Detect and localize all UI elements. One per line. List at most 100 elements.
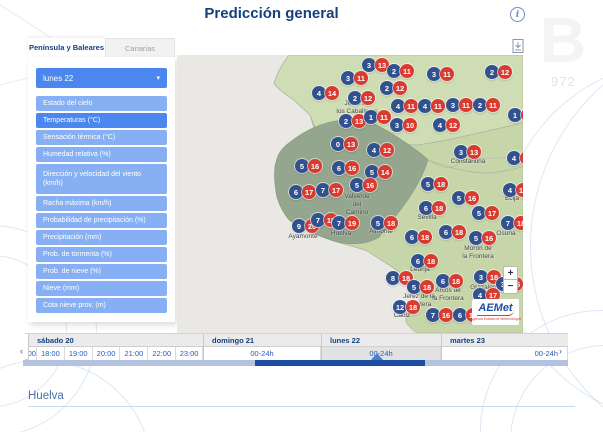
temp-marker[interactable]: 5 14 <box>365 165 392 179</box>
timeline-hour-cell[interactable]: 22:00 <box>148 347 177 360</box>
temp-marker[interactable]: 6 16 <box>332 161 359 175</box>
temp-marker[interactable]: 5 18 <box>371 216 398 230</box>
temp-marker[interactable]: 3 11 <box>427 67 454 81</box>
temp-marker[interactable]: 3 13 <box>362 58 389 72</box>
temp-marker[interactable]: 2 12 <box>485 65 512 79</box>
chevron-down-icon: ▾ <box>156 75 160 82</box>
temp-marker[interactable]: 718 <box>501 216 523 230</box>
menu-item-8[interactable]: Prob. de tormenta (%) <box>36 247 167 262</box>
min-temp: 3 <box>427 67 441 81</box>
min-temp: 5 <box>371 216 385 230</box>
timeline-hour-cell[interactable]: 19:00 <box>64 347 93 360</box>
timeline-hour-cell[interactable]: 23:00 <box>176 347 204 360</box>
max-temp: 12 <box>521 108 523 122</box>
temp-marker[interactable]: 3 13 <box>454 145 481 159</box>
menu-item-6[interactable]: Probabilidad de precipitación (%) <box>36 213 167 228</box>
menu-item-10[interactable]: Nieve (mm) <box>36 281 167 296</box>
temp-marker[interactable]: 7 19 <box>332 216 359 230</box>
temp-marker[interactable]: 3 18 <box>474 270 501 284</box>
min-temp: 7 <box>332 216 346 230</box>
forecast-map[interactable]: Jerez de los CaballerosConstantinaÉcijaO… <box>177 55 523 333</box>
menu-item-4[interactable]: Dirección y velocidad del viento (km/h) <box>36 164 167 194</box>
timeline-day-label: lunes 22 <box>322 334 441 347</box>
menu-item-2[interactable]: Sensación térmica (°C) <box>36 130 167 145</box>
timeline-day-column: martes 23 00-24h <box>441 334 568 360</box>
temp-marker[interactable]: 7 16 <box>426 308 453 322</box>
info-icon[interactable]: i <box>510 7 525 22</box>
min-temp: 6 <box>405 230 419 244</box>
temp-marker[interactable]: 5 18 <box>407 280 434 294</box>
temp-marker[interactable]: 416 <box>503 183 523 197</box>
temp-marker[interactable]: 1 11 <box>364 110 391 124</box>
temp-marker[interactable]: 5 16 <box>469 231 496 245</box>
timeline-hour-cell[interactable]: 18:00 <box>36 347 65 360</box>
timeline-hour-cell[interactable]: 20:00 <box>92 347 121 360</box>
max-temp: 13 <box>375 58 389 72</box>
min-temp: 5 <box>421 177 435 191</box>
min-temp: 4 <box>433 118 447 132</box>
day-select[interactable]: lunes 22 ▾ <box>36 68 167 88</box>
temp-marker[interactable]: 2 12 <box>380 81 407 95</box>
temp-marker[interactable]: 2 11 <box>473 98 500 112</box>
zoom-out-button[interactable]: − <box>503 280 518 294</box>
aemet-logo: AEMet Agencia Estatal de Meteorología <box>470 299 521 325</box>
timeline-hour-cell[interactable]: 00-24h <box>442 347 568 360</box>
temp-marker[interactable]: 4 11 <box>418 99 445 113</box>
temp-marker[interactable]: 3 11 <box>446 98 473 112</box>
temp-marker[interactable]: 3 11 <box>341 71 368 85</box>
temp-marker[interactable]: 4 17 <box>473 288 500 302</box>
timeline-prev-arrow[interactable]: ‹ <box>20 346 23 356</box>
temp-marker[interactable]: 412 <box>507 151 523 165</box>
max-temp: 12 <box>393 81 407 95</box>
menu-item-7[interactable]: Precipitación (mm) <box>36 230 167 245</box>
max-temp: 18 <box>384 216 398 230</box>
temp-marker[interactable]: 4 11 <box>391 99 418 113</box>
menu-item-11[interactable]: Cota nieve prov. (m) <box>36 298 167 313</box>
temp-marker[interactable]: 6 17 <box>289 185 316 199</box>
temp-marker[interactable]: 5 17 <box>472 206 499 220</box>
download-icon[interactable] <box>512 39 524 58</box>
temp-marker[interactable]: 5 16 <box>295 159 322 173</box>
temp-marker[interactable]: 112 <box>508 108 523 122</box>
selected-region-label: Huelva <box>28 390 64 402</box>
page-title: Predicción general <box>204 5 339 22</box>
temp-marker[interactable]: 2 13 <box>339 114 366 128</box>
temp-marker[interactable]: 7 17 <box>316 183 343 197</box>
temp-marker[interactable]: 3 10 <box>390 118 417 132</box>
min-temp: 4 <box>507 151 521 165</box>
temp-marker[interactable]: 2 11 <box>387 64 414 78</box>
time-slider: sábado 2017:0018:0019:0020:0021:0022:002… <box>25 333 568 360</box>
max-temp: 18 <box>424 254 438 268</box>
timeline-scrollbar-thumb[interactable] <box>255 360 425 366</box>
temp-marker[interactable]: 2 12 <box>348 91 375 105</box>
timeline-next-arrow[interactable]: › <box>559 346 562 356</box>
min-temp: 6 <box>411 254 425 268</box>
timeline-hour-cell[interactable]: 21:00 <box>120 347 149 360</box>
temp-marker[interactable]: 12 18 <box>393 300 420 314</box>
temp-marker[interactable]: 5 18 <box>421 177 448 191</box>
tab-peninsula-baleares[interactable]: Península y Baleares <box>28 38 105 57</box>
menu-item-5[interactable]: Racha máxima (km/h) <box>36 196 167 211</box>
temp-marker[interactable]: 0 13 <box>331 137 358 151</box>
min-temp: 8 <box>386 271 400 285</box>
menu-item-9[interactable]: Prob. de nieve (%) <box>36 264 167 279</box>
timeline-hour-cell[interactable]: 17:00 <box>29 347 37 360</box>
zoom-in-button[interactable]: + <box>503 266 518 280</box>
tab-canarias[interactable]: Canarias <box>105 38 175 57</box>
menu-item-0[interactable]: Estado del cielo <box>36 96 167 111</box>
menu-item-3[interactable]: Humedad relativa (%) <box>36 147 167 162</box>
min-temp: 3 <box>362 58 376 72</box>
menu-item-1[interactable]: Temperaturas (°C) <box>36 113 167 128</box>
timeline-hour-cell[interactable]: 00-24h <box>204 347 321 360</box>
temp-marker[interactable]: 4 14 <box>312 86 339 100</box>
temp-marker[interactable]: 5 16 <box>452 191 479 205</box>
temp-marker[interactable]: 5 16 <box>350 178 377 192</box>
